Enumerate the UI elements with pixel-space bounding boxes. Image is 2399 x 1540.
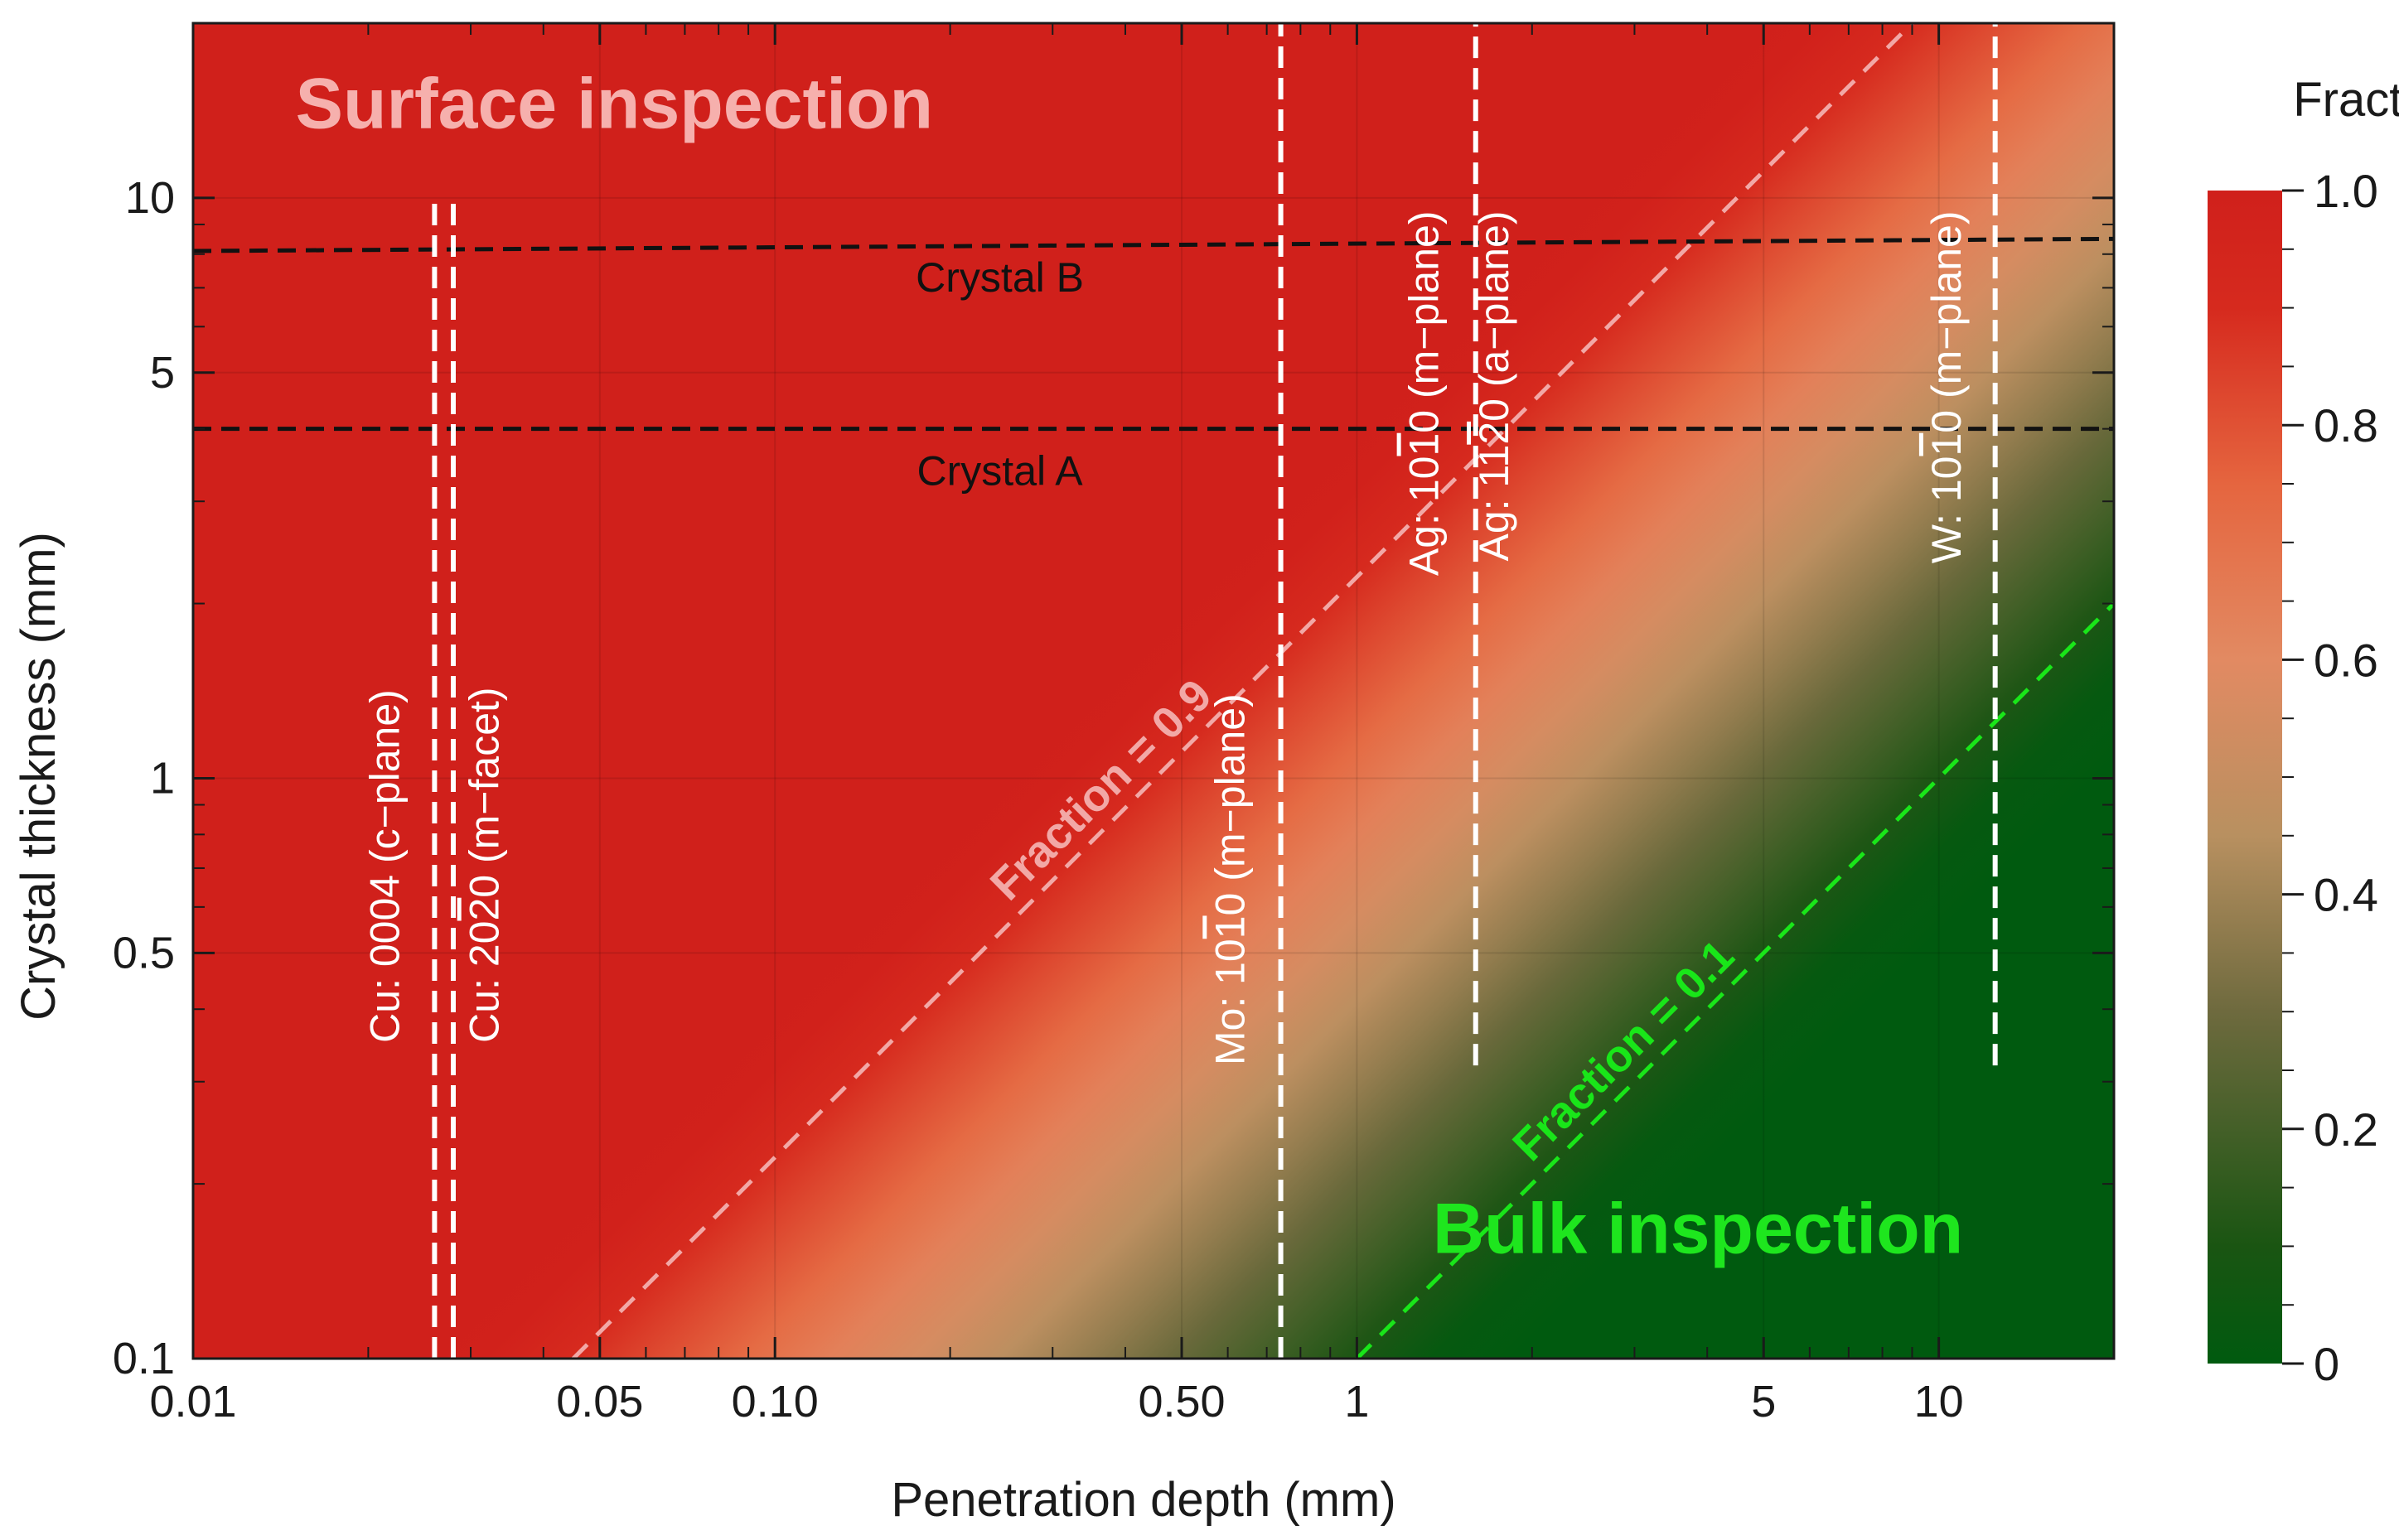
label-part: 2 bbox=[1471, 422, 1517, 445]
label-part: 0 (m−plane) bbox=[1923, 210, 1970, 432]
ag-m-plane-label: Ag: 1010 (m−plane) bbox=[1401, 210, 1448, 576]
crystal-a-label: Crystal A bbox=[917, 448, 1084, 495]
x-tick-label: 5 bbox=[1751, 1377, 1776, 1427]
colorbar-tick-label: 0.8 bbox=[2314, 399, 2378, 451]
x-tick-label: 0.50 bbox=[1138, 1377, 1225, 1427]
y-tick-label: 0.5 bbox=[113, 928, 175, 978]
cu-m-facet-label: Cu: 2020 (m−facet) bbox=[462, 687, 508, 1042]
reflection-lines bbox=[432, 23, 1998, 1359]
label-part: Ag: 11 bbox=[1471, 445, 1517, 562]
surface-inspection-label: Surface inspection bbox=[296, 64, 933, 143]
y-axis-label: Crystal thickness (mm) bbox=[12, 532, 65, 1021]
colorbar: Fraction 0 0.2 0.4 0.6 0.8 1.0 bbox=[2208, 73, 2399, 1390]
cu-c-plane-label: Cu: 0004 (c−plane) bbox=[362, 689, 409, 1043]
colorbar-tick-label: 1.0 bbox=[2314, 165, 2378, 217]
crystal-lines bbox=[193, 236, 2114, 432]
label-part: 0 (a−plane) bbox=[1471, 210, 1517, 421]
label-part: Cu: 0004 (c−plane) bbox=[362, 689, 409, 1043]
label-part: 0 (m−plane) bbox=[1207, 693, 1253, 915]
label-part: Mo: 10 bbox=[1207, 939, 1253, 1065]
colorbar-tick-label: 0.2 bbox=[2314, 1103, 2378, 1156]
y-tick-label: 10 bbox=[125, 173, 175, 223]
label-part: 1 bbox=[1401, 433, 1448, 456]
colorbar-tick-label: 0 bbox=[2314, 1338, 2339, 1390]
colorbar-scale bbox=[2208, 191, 2282, 1364]
y-tick-label: 5 bbox=[150, 348, 175, 398]
label-part: Cu: 20 bbox=[462, 921, 508, 1043]
bulk-inspection-label: Bulk inspection bbox=[1433, 1190, 1963, 1269]
fraction-0.1-line bbox=[1355, 601, 2114, 1359]
crystal-b-label: Crystal B bbox=[916, 254, 1084, 301]
colorbar-ticks: 0 0.2 0.4 0.6 0.8 1.0 bbox=[2282, 165, 2378, 1390]
crystal-b-line bbox=[193, 236, 2114, 253]
y-tick-label: 0.1 bbox=[113, 1334, 175, 1383]
x-tick-label: 0.10 bbox=[732, 1377, 819, 1427]
x-tick-label: 0.01 bbox=[149, 1377, 236, 1427]
label-part: 0 (m−facet) bbox=[462, 687, 508, 897]
ag-a-plane-label: Ag: 1120 (a−plane) bbox=[1471, 210, 1517, 561]
x-tick-label: 1 bbox=[1344, 1377, 1369, 1427]
x-axis-label: Penetration depth (mm) bbox=[891, 1473, 1395, 1527]
x-tick-label: 10 bbox=[1914, 1377, 1964, 1427]
label-part: W: 10 bbox=[1923, 456, 1970, 564]
y-axis-ticks: 0.1 0.5 1 5 10 bbox=[113, 22, 2114, 1383]
label-part: Ag: 10 bbox=[1401, 456, 1448, 577]
x-tick-label: 0.05 bbox=[556, 1377, 643, 1427]
colorbar-tick-label: 0.6 bbox=[2314, 634, 2378, 686]
colorbar-title: Fraction bbox=[2293, 73, 2399, 127]
label-part: 1 bbox=[1207, 915, 1253, 939]
label-part: 0 (m−plane) bbox=[1401, 210, 1448, 432]
label-part: 2 bbox=[462, 898, 508, 921]
contour-lines bbox=[571, 23, 2114, 1359]
region-annotations: Surface inspection Bulk inspection bbox=[296, 64, 1964, 1268]
fraction-0.9-line bbox=[571, 23, 1914, 1359]
mo-m-plane-label: Mo: 1010 (m−plane) bbox=[1207, 693, 1253, 1065]
w-m-plane-label: W: 1010 (m−plane) bbox=[1923, 210, 1970, 563]
colorbar-tick-label: 0.4 bbox=[2314, 869, 2378, 921]
plot-frame bbox=[191, 22, 2116, 1360]
x-axis-ticks: 0.01 0.05 0.10 0.50 1 5 10 bbox=[149, 23, 2115, 1427]
y-tick-label: 1 bbox=[150, 753, 175, 803]
label-part: 1 bbox=[1923, 433, 1970, 456]
